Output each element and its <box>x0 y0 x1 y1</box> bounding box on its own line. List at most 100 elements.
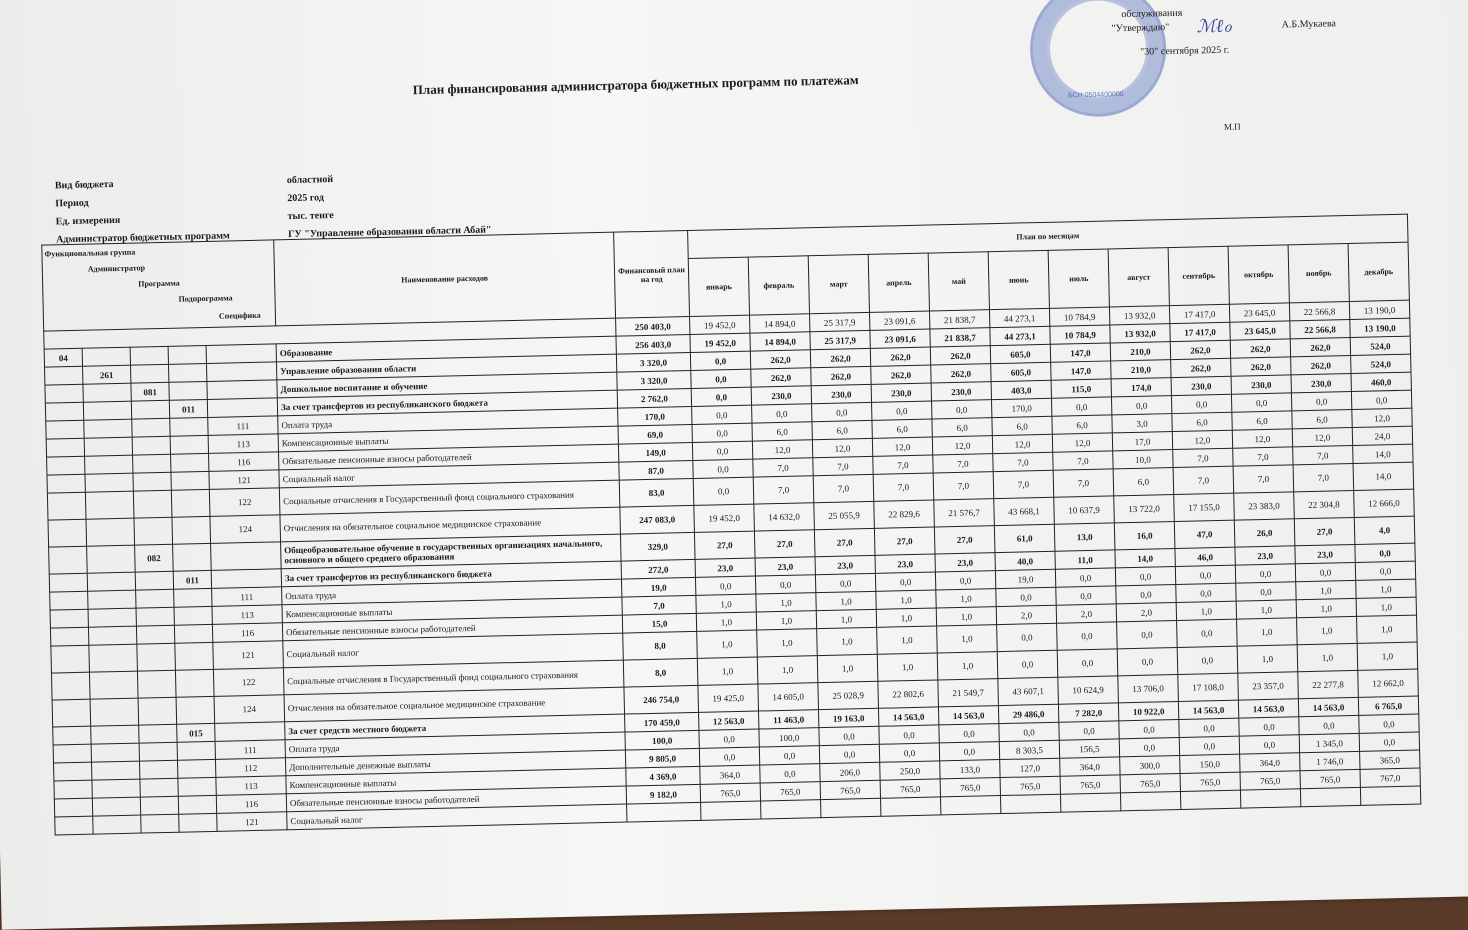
month-cell: 7,0 <box>1173 466 1234 495</box>
month-cell: 1,0 <box>1296 598 1357 618</box>
month-header: июнь <box>988 249 1050 310</box>
month-cell: 10 922,0 <box>1118 701 1179 721</box>
month-cell: 0,0 <box>691 423 753 443</box>
month-cell: 43 607,1 <box>997 677 1059 706</box>
month-cell: 14 632,0 <box>753 502 815 532</box>
month-cell: 0,0 <box>815 573 876 593</box>
month-cell: 1,0 <box>937 651 998 680</box>
month-cell: 1,0 <box>1296 616 1358 645</box>
month-cell: 765,0 <box>1180 772 1241 792</box>
month-cell: 765,0 <box>1300 769 1361 789</box>
code-cell <box>170 435 209 455</box>
code-cell <box>170 471 210 491</box>
annual-cell: 100,0 <box>624 730 700 751</box>
month-cell: 1,0 <box>936 606 997 626</box>
code-cell <box>46 456 85 476</box>
month-cell: 127,0 <box>999 758 1061 778</box>
month-cell: 210,0 <box>1110 359 1172 379</box>
code-cell: 111 <box>207 415 279 436</box>
signature: ℳℓℴ <box>1196 15 1232 38</box>
code-cell <box>138 724 178 744</box>
month-cell: 147,0 <box>1050 360 1112 381</box>
month-cell: 262,0 <box>870 347 931 367</box>
month-cell: 22 304,8 <box>1293 490 1355 519</box>
month-cell: 12,0 <box>992 434 1053 454</box>
month-cell: 230,0 <box>1291 373 1352 393</box>
code-cell <box>88 608 137 628</box>
month-cell: 27,0 <box>934 525 995 554</box>
code-cell <box>52 726 92 746</box>
code-cell <box>177 741 216 761</box>
month-header: январь <box>688 256 750 317</box>
code-cell <box>206 361 277 382</box>
month-cell: 13 932,0 <box>1109 305 1170 325</box>
month-cell: 14 563,0 <box>938 705 999 725</box>
month-cell: 27,0 <box>1294 517 1355 546</box>
month-cell: 12,0 <box>752 439 813 460</box>
code-cell <box>132 472 172 492</box>
code-cell <box>46 438 85 458</box>
code-cell: 124 <box>209 514 281 544</box>
month-cell: 0,0 <box>1295 562 1356 582</box>
month-header: ноябрь <box>1288 243 1350 303</box>
month-cell: 2,0 <box>1116 602 1177 622</box>
month-cell: 1,0 <box>756 610 817 631</box>
month-cell: 19 452,0 <box>689 315 750 335</box>
month-cell: 6,0 <box>751 421 813 442</box>
code-cell: 116 <box>212 622 283 643</box>
month-cell: 27,0 <box>874 526 935 556</box>
code-cell <box>46 474 86 494</box>
month-cell: 1,0 <box>875 589 937 610</box>
code-cell <box>177 759 216 779</box>
month-cell: 7,0 <box>873 473 934 502</box>
code-cell: 116 <box>216 793 287 814</box>
month-cell: 14 894,0 <box>749 313 810 334</box>
code-cell: 111 <box>211 586 282 607</box>
month-cell: 262,0 <box>930 345 991 366</box>
month-cell: 1,0 <box>755 592 817 613</box>
month-cell: 364,0 <box>1059 756 1121 777</box>
code-cell <box>88 626 137 646</box>
code-cell <box>139 760 178 780</box>
month-cell: 23,0 <box>695 558 756 578</box>
code-cell <box>130 346 169 366</box>
month-cell: 61,0 <box>994 524 1055 553</box>
month-cell: 11 463,0 <box>758 709 819 730</box>
month-cell: 7,0 <box>813 474 874 503</box>
month-cell: 25 028,9 <box>817 681 879 710</box>
month-cell: 6 765,0 <box>1358 696 1419 716</box>
month-cell: 0,0 <box>819 744 880 764</box>
annual-cell: 7,0 <box>621 595 697 616</box>
month-cell: 13 190,0 <box>1349 318 1411 338</box>
month-cell <box>940 795 1001 815</box>
month-cell: 22 566,8 <box>1289 319 1351 339</box>
month-cell: 14 894,0 <box>749 331 811 352</box>
code-cell <box>131 400 170 420</box>
month-cell: 262,0 <box>1170 358 1232 378</box>
month-cell: 0,0 <box>939 741 1000 761</box>
code-cell <box>44 366 83 386</box>
code-cell <box>172 543 212 572</box>
code-cell: 122 <box>213 667 285 697</box>
annual-cell: 3 320,0 <box>616 352 691 373</box>
month-cell: 23,0 <box>934 552 996 572</box>
month-cell: 300,0 <box>1119 755 1181 775</box>
month-cell: 14 563,0 <box>1178 700 1239 720</box>
signatory-name: А.Б.Мукаева <box>1281 18 1337 31</box>
month-cell: 262,0 <box>1290 355 1352 375</box>
month-cell: 19,0 <box>995 569 1056 589</box>
month-cell: 1,0 <box>815 591 877 611</box>
month-cell: 13 932,0 <box>1109 323 1171 343</box>
annual-cell: 246 754,0 <box>623 685 699 715</box>
code-cell: 011 <box>173 570 212 590</box>
month-cell: 0,0 <box>1119 737 1180 757</box>
code-cell <box>168 363 207 383</box>
month-cell: 40,0 <box>994 551 1056 571</box>
month-cell: 0,0 <box>1238 716 1300 737</box>
code-cell: 113 <box>215 775 287 796</box>
annual-header: Финансовый план на год <box>613 230 690 319</box>
month-cell: 17 417,0 <box>1169 322 1231 342</box>
code-cell <box>211 568 282 589</box>
month-cell: 14 563,0 <box>878 706 939 727</box>
month-cell: 12,0 <box>1232 428 1293 449</box>
